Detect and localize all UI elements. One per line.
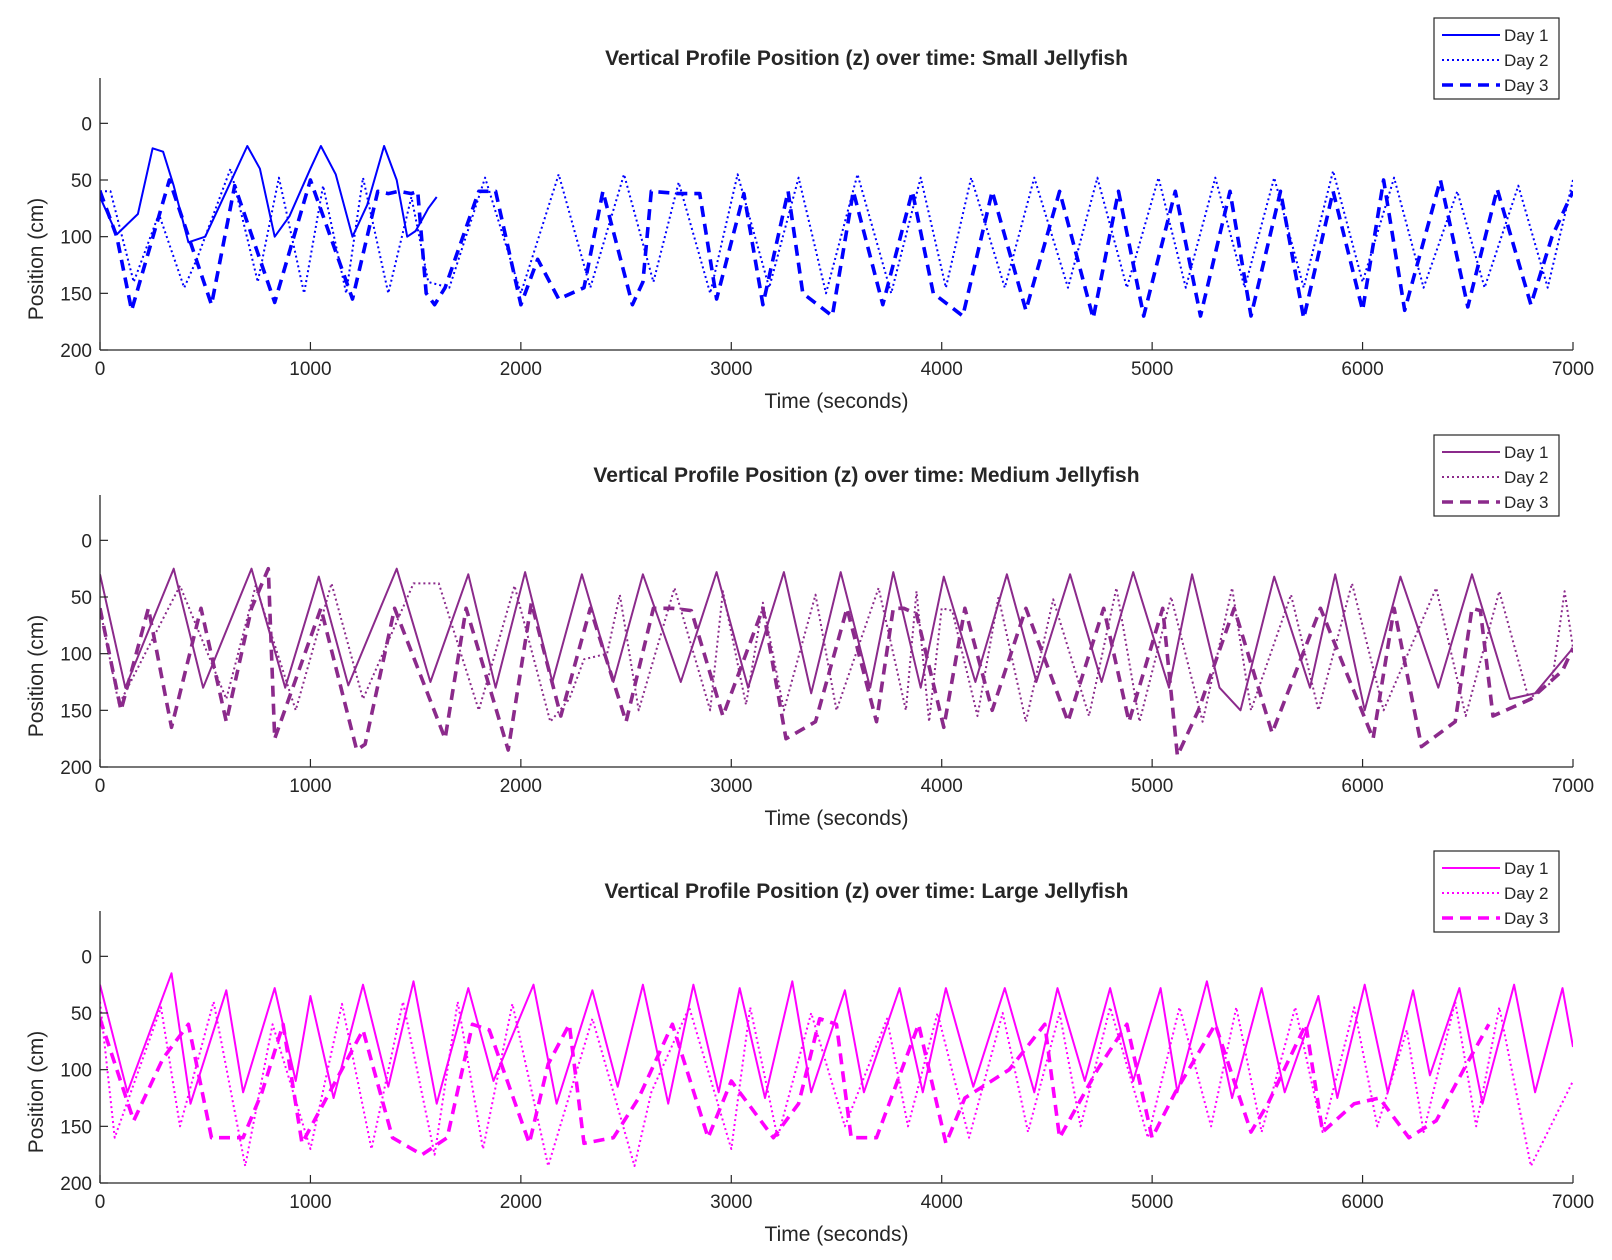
x-tick-label: 7000 (1552, 776, 1594, 797)
x-tick-label: 5000 (1131, 1192, 1173, 1213)
subplot-3: 0 1000 2000 3000 4000 5000 6000 7000 0 50 100 150 20… (25, 850, 1594, 1246)
x-tick-label: 4000 (921, 776, 963, 797)
legend-label: Day 3 (1504, 493, 1548, 512)
y-tick-label: 200 (60, 758, 92, 779)
chart-title: Vertical Profile Position (z) over time:… (605, 47, 1128, 70)
series-line-1 (100, 567, 1573, 712)
y-tick-label: 0 (81, 947, 92, 968)
series-lines (100, 566, 1573, 758)
x-tick-label: 2000 (500, 776, 542, 797)
y-tick-label: 100 (60, 228, 92, 249)
legend-label: Day 1 (1504, 443, 1548, 462)
x-tick-label: 2000 (500, 359, 542, 380)
x-tick-label: 2000 (500, 1192, 542, 1213)
y-tick-label: 50 (71, 171, 92, 192)
x-axis-label: Time (seconds) (765, 807, 909, 830)
series-line-2 (100, 582, 1573, 723)
y-tick-label: 200 (60, 1174, 92, 1195)
y-tick-label: 150 (60, 1117, 92, 1138)
legend-label: Day 2 (1504, 468, 1548, 487)
y-tick-label: 50 (71, 588, 92, 609)
x-tick-label: 3000 (710, 776, 752, 797)
x-tick-label: 4000 (921, 1192, 963, 1213)
y-tick-label: 100 (60, 1061, 92, 1082)
x-tick-label: 5000 (1131, 359, 1173, 380)
x-tick-label: 6000 (1341, 359, 1383, 380)
series-lines (100, 145, 1573, 321)
y-tick-label: 0 (81, 531, 92, 552)
x-tick-label: 7000 (1552, 359, 1594, 380)
y-tick-label: 0 (81, 114, 92, 135)
x-tick-label: 1000 (289, 359, 331, 380)
series-lines (100, 972, 1573, 1167)
series-line-3 (100, 178, 1573, 321)
series-line-3 (100, 1016, 1491, 1157)
series-line-1 (100, 145, 438, 244)
chart-title: Vertical Profile Position (z) over time:… (605, 880, 1129, 903)
y-axis-label: Position (cm) (25, 615, 48, 738)
y-tick-label: 200 (60, 341, 92, 362)
y-tick-label: 50 (71, 1004, 92, 1025)
series-line-2 (100, 167, 1573, 295)
x-tick-label: 3000 (710, 1192, 752, 1213)
legend-label: Day 2 (1504, 884, 1548, 903)
legend: Day 1 Day 2 Day 3 (1433, 850, 1560, 933)
legend: Day 1 Day 2 Day 3 (1433, 17, 1560, 100)
x-tick-label: 0 (95, 1192, 106, 1213)
legend-label: Day 3 (1504, 909, 1548, 928)
y-tick-label: 100 (60, 645, 92, 666)
legend: Day 1 Day 2 Day 3 (1433, 434, 1560, 517)
x-tick-label: 7000 (1552, 1192, 1594, 1213)
x-tick-label: 6000 (1341, 1192, 1383, 1213)
legend-label: Day 1 (1504, 859, 1548, 878)
x-tick-label: 0 (95, 359, 106, 380)
x-tick-label: 5000 (1131, 776, 1173, 797)
series-line-3 (100, 566, 1573, 758)
y-tick-label: 150 (60, 284, 92, 305)
chart-title: Vertical Profile Position (z) over time:… (593, 464, 1139, 487)
y-axis-label: Position (cm) (25, 198, 48, 321)
x-tick-label: 4000 (921, 359, 963, 380)
x-tick-label: 1000 (289, 776, 331, 797)
subplot-1: 0 1000 2000 3000 4000 5000 6000 7000 0 50 100 150 20… (25, 17, 1594, 413)
series-line-1 (100, 972, 1573, 1105)
legend-label: Day 3 (1504, 76, 1548, 95)
subplot-2: 0 1000 2000 3000 4000 5000 6000 7000 0 50 100 150 20… (25, 434, 1594, 830)
x-axis-label: Time (seconds) (765, 1223, 909, 1246)
x-tick-label: 6000 (1341, 776, 1383, 797)
y-axis-label: Position (cm) (25, 1031, 48, 1154)
legend-label: Day 2 (1504, 51, 1548, 70)
x-tick-label: 3000 (710, 359, 752, 380)
x-tick-label: 0 (95, 776, 106, 797)
legend-label: Day 1 (1504, 26, 1548, 45)
x-axis-label: Time (seconds) (765, 390, 909, 413)
y-tick-label: 150 (60, 701, 92, 722)
x-tick-label: 1000 (289, 1192, 331, 1213)
